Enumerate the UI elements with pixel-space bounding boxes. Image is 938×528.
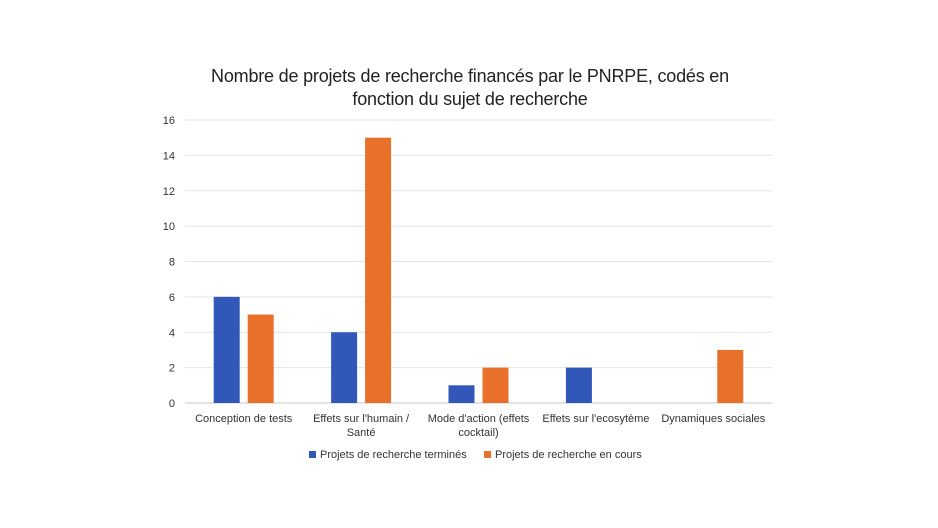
bar [448,385,475,403]
bar [331,332,358,403]
bar [213,296,240,403]
legend-label: Projets de recherche en cours [495,449,642,461]
bar [247,314,274,403]
y-tick-label: 14 [163,150,175,162]
x-tick-label: cocktail) [458,427,498,439]
y-tick-label: 10 [163,221,175,233]
chart-title-line-1: Nombre de projets de recherche financés … [211,66,729,86]
y-tick-label: 0 [169,398,175,410]
x-tick-label: Conception de tests [195,413,293,425]
bar [365,137,392,403]
y-tick-label: 12 [163,186,175,198]
x-tick-label: Effets sur l'ecosytème [542,413,649,425]
x-tick-label: Effets sur l'humain / [313,413,410,425]
legend-swatch [484,451,491,458]
y-tick-label: 8 [169,257,175,269]
x-tick-label: Mode d'action (effets [428,413,530,425]
bar [565,367,592,403]
y-tick-label: 4 [169,327,175,339]
bar [482,367,509,403]
chart-title-line-2: fonction du sujet de recherche [352,89,588,109]
y-tick-label: 16 [163,115,175,127]
bar [717,349,744,403]
legend-swatch [309,451,316,458]
legend-label: Projets de recherche terminés [320,449,467,461]
x-tick-label: Dynamiques sociales [661,413,765,425]
y-tick-label: 6 [169,292,175,304]
y-tick-label: 2 [169,363,175,375]
x-tick-label: Santé [347,427,376,439]
